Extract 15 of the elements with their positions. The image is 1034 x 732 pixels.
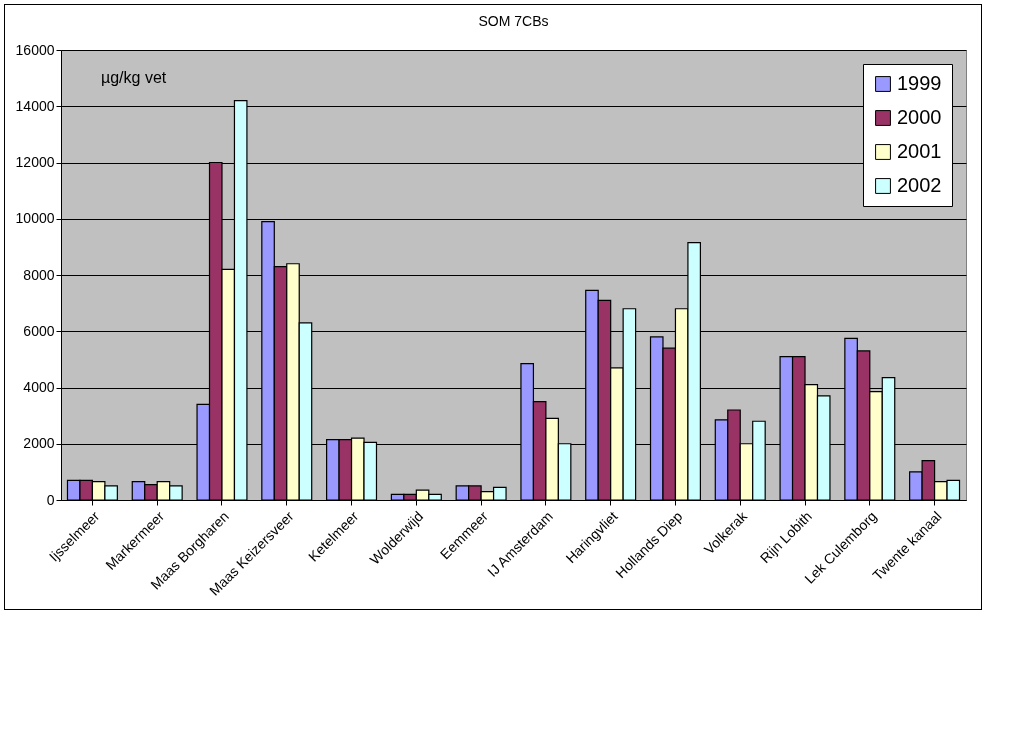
y-tick-label: 0 — [46, 491, 55, 508]
legend-label: 2001 — [897, 140, 942, 162]
chart-title: SOM 7CBs — [478, 13, 549, 29]
legend-label: 2002 — [897, 174, 942, 196]
y-tick-label: 4000 — [23, 379, 55, 395]
legend-label: 1999 — [897, 72, 942, 94]
y-tick-label: 14000 — [15, 97, 55, 114]
y-tick-label: 16000 — [15, 41, 55, 58]
y-tick-label: 10000 — [15, 210, 55, 227]
y-tick-label: 12000 — [15, 154, 55, 170]
annotation: µg/kg vet — [101, 69, 167, 86]
y-tick-label: 8000 — [23, 266, 55, 283]
legend-label: 2000 — [897, 106, 942, 128]
y-tick-label: 2000 — [23, 435, 55, 452]
y-tick-label: 6000 — [23, 322, 55, 339]
